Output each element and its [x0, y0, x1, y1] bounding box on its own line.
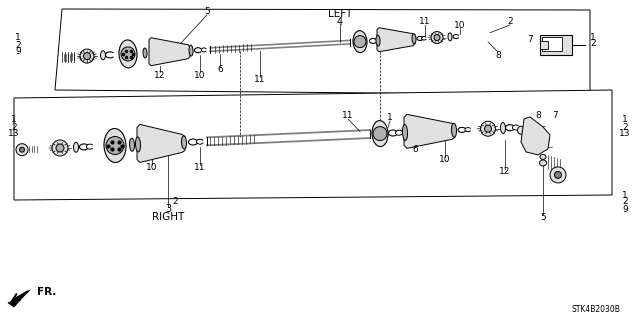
Text: 13: 13 [620, 130, 631, 138]
Text: 1: 1 [387, 114, 393, 122]
Text: 10: 10 [454, 20, 466, 29]
Polygon shape [521, 117, 550, 155]
Ellipse shape [119, 40, 137, 68]
Ellipse shape [540, 154, 546, 160]
Circle shape [16, 144, 28, 156]
Ellipse shape [540, 160, 547, 166]
Text: 10: 10 [439, 155, 451, 165]
Text: 7: 7 [527, 35, 533, 44]
Circle shape [481, 121, 495, 136]
Text: 11: 11 [342, 112, 354, 121]
Circle shape [373, 127, 387, 141]
Text: RIGHT: RIGHT [152, 212, 184, 222]
Text: 12: 12 [154, 70, 166, 79]
Polygon shape [14, 90, 612, 200]
Text: 5: 5 [204, 8, 210, 17]
Circle shape [52, 140, 68, 156]
Ellipse shape [74, 142, 79, 152]
Ellipse shape [448, 33, 452, 41]
Ellipse shape [136, 137, 141, 152]
Ellipse shape [500, 122, 506, 134]
Text: LEFT: LEFT [328, 9, 352, 19]
Circle shape [56, 144, 64, 152]
Circle shape [554, 171, 561, 178]
Ellipse shape [353, 31, 367, 53]
Circle shape [80, 49, 94, 63]
Text: 2: 2 [622, 122, 628, 131]
Polygon shape [8, 290, 30, 307]
Text: 2: 2 [590, 40, 596, 48]
Ellipse shape [403, 124, 408, 140]
Text: 2: 2 [172, 197, 178, 206]
Ellipse shape [100, 51, 106, 60]
Text: 6: 6 [412, 145, 418, 154]
Text: 1: 1 [622, 115, 628, 124]
Circle shape [434, 34, 440, 41]
Ellipse shape [182, 136, 186, 149]
Text: 4: 4 [337, 17, 343, 27]
Polygon shape [377, 28, 415, 52]
Ellipse shape [104, 129, 126, 162]
Ellipse shape [451, 123, 456, 137]
Text: 9: 9 [622, 204, 628, 213]
Text: 13: 13 [8, 130, 20, 138]
Polygon shape [137, 124, 185, 162]
Text: 6: 6 [217, 65, 223, 75]
Text: 2: 2 [507, 18, 513, 26]
Bar [540, 41, 548, 49]
Ellipse shape [518, 126, 525, 134]
Circle shape [354, 36, 366, 48]
Polygon shape [55, 9, 590, 95]
Circle shape [431, 32, 443, 44]
Polygon shape [149, 38, 190, 66]
Ellipse shape [372, 121, 388, 146]
Ellipse shape [143, 48, 147, 58]
Ellipse shape [412, 34, 416, 44]
Bar [542, 37, 562, 51]
Circle shape [550, 167, 566, 183]
Text: 1: 1 [590, 33, 596, 41]
Text: 7: 7 [552, 110, 558, 120]
Circle shape [83, 53, 90, 60]
Text: 3: 3 [165, 204, 171, 214]
Text: 1: 1 [622, 190, 628, 199]
Text: 2: 2 [622, 197, 628, 206]
Text: 10: 10 [147, 164, 157, 173]
Ellipse shape [376, 35, 380, 46]
Text: 1: 1 [15, 33, 21, 42]
Text: 9: 9 [15, 48, 21, 56]
Text: 11: 11 [419, 18, 431, 26]
Text: 2: 2 [15, 41, 21, 49]
Circle shape [19, 147, 24, 152]
Bar [540, 35, 572, 55]
Text: 12: 12 [499, 167, 511, 176]
Text: 10: 10 [195, 70, 205, 79]
Circle shape [121, 47, 135, 61]
Text: STK4B2030B: STK4B2030B [571, 306, 620, 315]
Ellipse shape [129, 138, 134, 151]
Text: 11: 11 [254, 76, 266, 85]
Text: 2: 2 [11, 122, 17, 131]
Text: 11: 11 [195, 164, 205, 173]
Polygon shape [404, 114, 455, 148]
Circle shape [106, 137, 124, 154]
Text: 5: 5 [540, 213, 546, 222]
Ellipse shape [189, 45, 193, 56]
Text: 8: 8 [495, 50, 501, 60]
Circle shape [484, 125, 492, 132]
Text: 8: 8 [535, 110, 541, 120]
Text: FR.: FR. [37, 287, 56, 297]
Text: 1: 1 [11, 115, 17, 124]
